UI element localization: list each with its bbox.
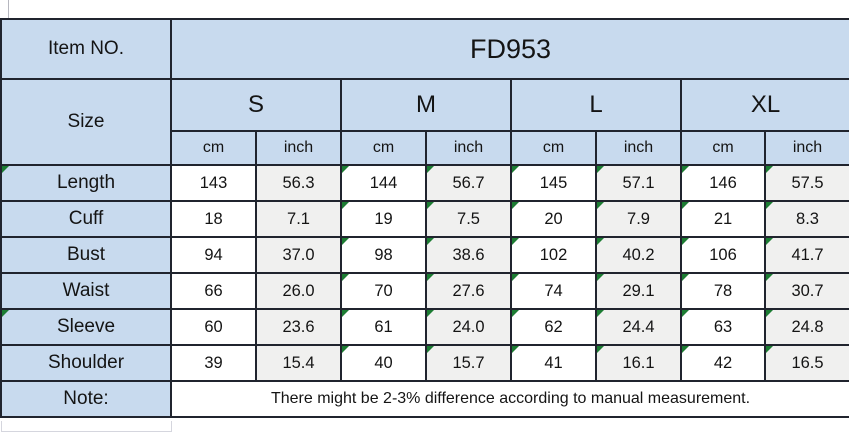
value-cell: 21 [680,200,766,238]
value-cell: 94 [170,236,257,274]
value-cell: 41.7 [763,236,849,274]
value-cell: 145 [510,164,597,202]
item-no-row: Item NO. FD953 [0,18,849,80]
row-label-length: Length [0,164,172,202]
value-cell: 146 [680,164,766,202]
value-cell: 143 [170,164,257,202]
value-cell: 30.7 [763,272,849,310]
value-cell: 42 [680,344,766,382]
value-cell: 38.6 [425,236,512,274]
unit-s-cm: cm [170,130,257,166]
value-cell: 37.0 [255,236,342,274]
row-label-shoulder: Shoulder [0,344,172,382]
value-cell: 24.0 [425,308,512,346]
value-cell: 7.1 [255,200,342,238]
note-row: Note: There might be 2-3% difference acc… [0,380,849,418]
value-cell: 61 [340,308,427,346]
table-row-bust: Bust 94 37.0 98 38.6 102 40.2 106 41.7 [0,236,849,274]
value-cell: 102 [510,236,597,274]
note-label: Note: [0,380,172,418]
value-cell: 26.0 [255,272,342,310]
unit-xl-inch: inch [763,130,849,166]
value-cell: 24.8 [763,308,849,346]
value-cell: 57.5 [763,164,849,202]
row-label-bust: Bust [0,236,172,274]
value-cell: 56.7 [425,164,512,202]
value-cell: 144 [340,164,427,202]
value-cell: 60 [170,308,257,346]
row-label-waist: Waist [0,272,172,310]
table-row-shoulder: Shoulder 39 15.4 40 15.7 41 16.1 42 16.5 [0,344,849,382]
value-cell: 56.3 [255,164,342,202]
size-col-l: L [510,78,682,132]
size-col-s: S [170,78,342,132]
item-no-value: FD953 [169,18,849,80]
table-row-length: Length 143 56.3 144 56.7 145 57.1 146 57… [0,164,849,202]
value-cell: 40.2 [595,236,682,274]
value-cell: 23.6 [255,308,342,346]
size-label: Size [0,78,172,166]
value-cell: 98 [340,236,427,274]
value-cell: 16.5 [763,344,849,382]
partial-row-below [1,421,172,432]
table-row-sleeve: Sleeve 60 23.6 61 24.0 62 24.4 63 24.8 [0,308,849,346]
value-cell: 18 [170,200,257,238]
size-chart-table: Item NO. FD953 Size S M L XL cm inch cm … [0,18,849,418]
value-cell: 7.5 [425,200,512,238]
unit-l-cm: cm [510,130,597,166]
value-cell: 7.9 [595,200,682,238]
value-cell: 15.4 [255,344,342,382]
value-cell: 40 [340,344,427,382]
value-cell: 8.3 [763,200,849,238]
value-cell: 29.1 [595,272,682,310]
row-label-cuff: Cuff [0,200,172,238]
size-header-row: Size S M L XL [0,78,849,166]
row-label-sleeve: Sleeve [0,308,172,346]
size-col-m: M [340,78,512,132]
value-cell: 78 [680,272,766,310]
value-cell: 15.7 [425,344,512,382]
cell-border-tick [8,0,9,18]
unit-l-inch: inch [595,130,682,166]
table-row-waist: Waist 66 26.0 70 27.6 74 29.1 78 30.7 [0,272,849,310]
value-cell: 19 [340,200,427,238]
value-cell: 106 [680,236,766,274]
unit-header-row: cm inch cm inch cm inch cm inch [1,130,849,166]
table-row-cuff: Cuff 18 7.1 19 7.5 20 7.9 21 8.3 [0,200,849,238]
note-text: There might be 2-3% difference according… [169,380,849,418]
unit-m-inch: inch [425,130,512,166]
value-cell: 24.4 [595,308,682,346]
unit-s-inch: inch [255,130,342,166]
value-cell: 57.1 [595,164,682,202]
value-cell: 27.6 [425,272,512,310]
value-cell: 16.1 [595,344,682,382]
value-cell: 41 [510,344,597,382]
value-cell: 39 [170,344,257,382]
value-cell: 70 [340,272,427,310]
value-cell: 63 [680,308,766,346]
value-cell: 20 [510,200,597,238]
partial-row-above [0,0,849,18]
unit-m-cm: cm [340,130,427,166]
value-cell: 74 [510,272,597,310]
value-cell: 66 [170,272,257,310]
value-cell: 62 [510,308,597,346]
item-no-label: Item NO. [0,18,172,80]
unit-xl-cm: cm [680,130,766,166]
size-col-xl: XL [679,78,849,132]
